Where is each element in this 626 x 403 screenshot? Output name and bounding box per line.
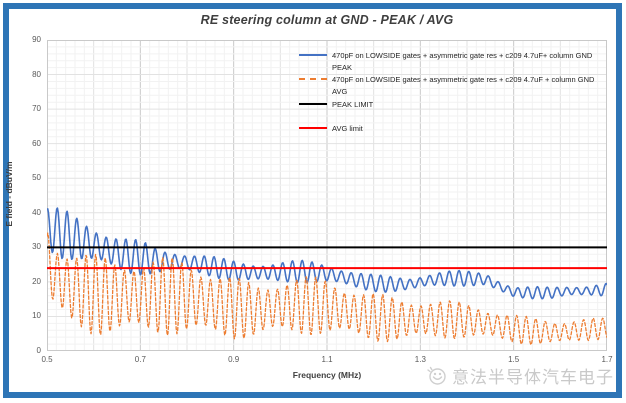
x-tick-label: 0.9 — [228, 355, 240, 364]
watermark-text: 意法半导体汽车电子 — [452, 368, 614, 387]
y-tick-label: 50 — [32, 173, 41, 183]
chart-canvas — [47, 40, 607, 351]
legend-label: 470pF on LOWSIDE gates + asymmetric gate… — [332, 51, 593, 72]
y-tick-label: 90 — [32, 35, 41, 44]
x-tick-label: 0.7 — [134, 355, 146, 364]
y-tick-label: 80 — [32, 69, 41, 79]
legend-label: PEAK LIMIT — [332, 99, 374, 109]
x-tick-label: 1.7 — [601, 355, 613, 364]
x-tick-label: 0.5 — [41, 355, 53, 364]
chart-frame-border — [3, 3, 622, 398]
chart-title: RE steering column at GND - PEAK / AVG — [200, 13, 454, 27]
y-tick-label: 60 — [32, 138, 41, 148]
x-tick-label: 1.5 — [508, 355, 520, 364]
watermark: 意法半导体汽车电子 — [426, 363, 614, 388]
peak-series-line — [47, 207, 607, 300]
legend-line-marker — [299, 54, 327, 56]
watermark-logo-icon — [427, 366, 446, 385]
avg-series-line — [47, 232, 607, 346]
legend-item: PEAK LIMIT — [299, 99, 605, 111]
y-tick-label: 20 — [32, 276, 41, 286]
legend-item: 470pF on LOWSIDE gates + asymmetric gate… — [299, 50, 605, 73]
legend-label: 470pF on LOWSIDE gates + asymmetric gate… — [332, 75, 595, 96]
y-axis-title: E field - dBuV/m — [4, 161, 14, 227]
legend-item: 470pF on LOWSIDE gates + asymmetric gate… — [299, 74, 605, 97]
y-tick-label: 10 — [32, 311, 41, 321]
y-tick-label: 70 — [32, 104, 41, 114]
legend-line-marker — [299, 78, 327, 81]
y-tick-label: 30 — [32, 242, 41, 252]
legend-line-marker — [299, 102, 327, 105]
x-tick-label: 1.1 — [321, 355, 333, 364]
legend-line-marker — [299, 127, 327, 130]
legend-label: AVG limit — [332, 124, 363, 134]
plot-area-border — [47, 40, 607, 351]
y-tick-label: 0 — [36, 346, 41, 355]
chart-legend: 470pF on LOWSIDE gates + asymmetric gate… — [299, 50, 605, 136]
y-tick-label: 40 — [32, 207, 41, 217]
x-tick-label: 1.3 — [414, 355, 426, 364]
legend-item: AVG limit — [299, 123, 605, 135]
x-axis-title: Frequency (MHz) — [292, 370, 362, 380]
